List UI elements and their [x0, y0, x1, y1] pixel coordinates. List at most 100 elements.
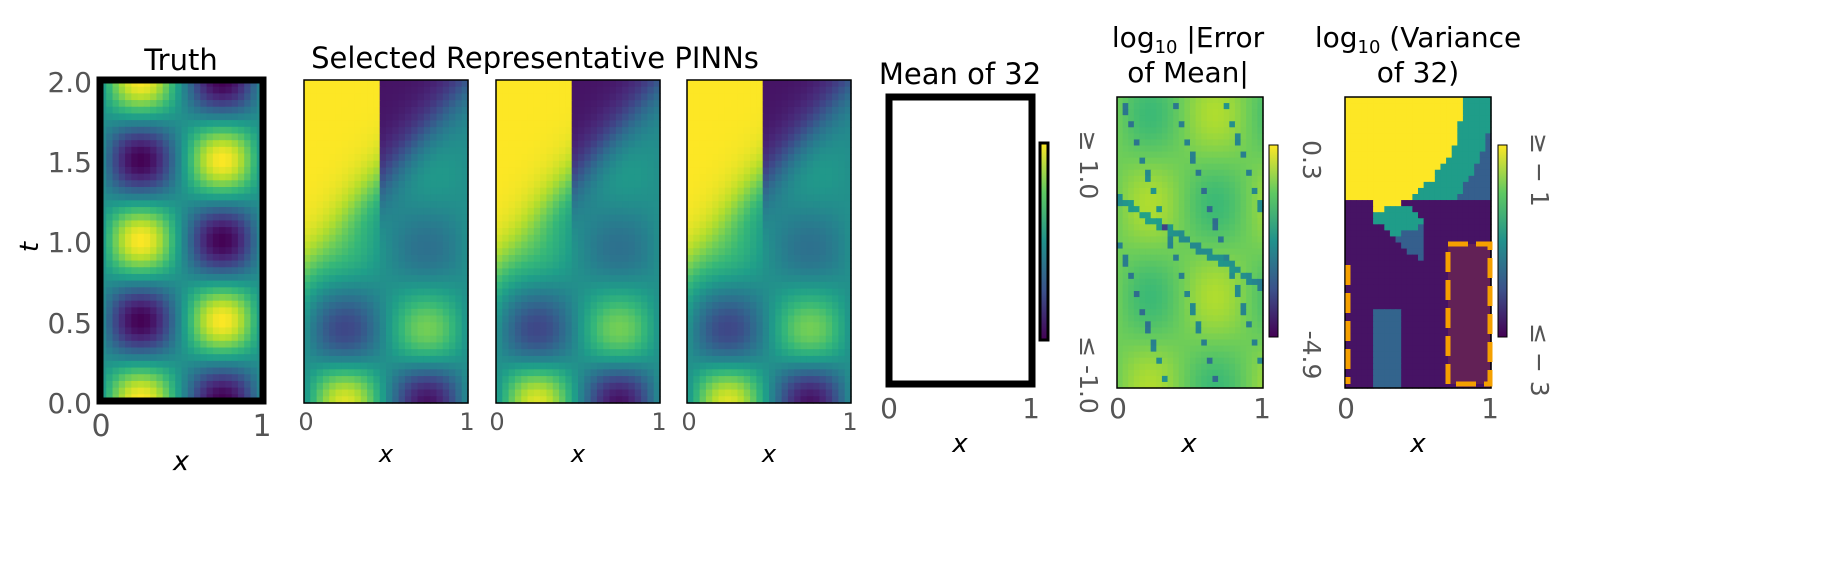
heatmap-cell [335, 221, 343, 229]
heatmap-cell [250, 133, 258, 141]
heatmap-cell [237, 173, 245, 181]
heatmap-cell [590, 382, 598, 391]
heatmap-cell [508, 93, 516, 101]
heatmap-cell [687, 241, 694, 249]
heatmap-cell [693, 207, 701, 216]
heatmap-cell [653, 295, 661, 303]
heatmap-cell [225, 166, 233, 175]
heatmap-cell [112, 193, 120, 201]
heatmap-cell [781, 228, 789, 236]
heatmap-cell [379, 362, 387, 370]
heatmap-cell [225, 300, 233, 308]
heatmap-cell [496, 127, 503, 135]
heatmap-cell [430, 248, 438, 256]
heatmap-cell [844, 248, 852, 256]
heatmap-cell [615, 201, 623, 209]
heatmap-cell [335, 396, 343, 404]
heatmap-cell [590, 174, 598, 182]
heatmap-cell [712, 214, 720, 222]
heatmap-cell [527, 268, 535, 276]
heatmap-cell [813, 180, 821, 189]
heatmap-cell [546, 355, 554, 364]
heatmap-cell [348, 214, 356, 222]
heatmap-cell [398, 180, 406, 189]
heatmap-cell [112, 260, 120, 268]
heatmap-cell [131, 93, 139, 101]
heatmap-cell [533, 120, 541, 128]
heatmap-cell [622, 275, 630, 283]
heatmap-cell [832, 140, 839, 148]
heatmap-cell [552, 335, 560, 344]
heatmap-cell [712, 93, 720, 101]
heatmap-cell [430, 342, 438, 350]
heatmap-cell [527, 180, 535, 189]
heatmap-cell [118, 106, 126, 115]
heatmap-cell [106, 287, 114, 295]
heatmap-cell [181, 247, 189, 255]
heatmap-cell [737, 295, 745, 303]
heatmap-cell [712, 187, 720, 195]
heatmap-cell [641, 396, 648, 404]
heatmap-cell [502, 389, 510, 397]
heatmap-cell [168, 287, 176, 295]
heatmap-cell [693, 382, 701, 391]
heatmap-cell [647, 268, 655, 276]
heatmap-cell [628, 187, 636, 195]
heatmap-cell [813, 254, 821, 263]
heatmap-cell [392, 234, 400, 243]
heatmap-cell [175, 126, 183, 135]
heatmap-cell [731, 154, 739, 162]
heatmap-cell [106, 80, 114, 88]
heatmap-cell [386, 187, 393, 195]
heatmap-cell [540, 302, 548, 310]
heatmap-cell [156, 314, 164, 322]
heatmap-cell [559, 288, 566, 296]
heatmap-cell [329, 228, 337, 236]
heatmap-cell [461, 376, 469, 384]
heatmap-cell [628, 342, 636, 350]
heatmap-cell [411, 288, 419, 296]
heatmap-cell [775, 167, 783, 175]
heatmap-cell [787, 80, 795, 88]
heatmap-cell [112, 100, 120, 108]
heatmap-cell [731, 180, 739, 189]
heatmap-cell [125, 86, 132, 94]
heatmap-cell [449, 127, 456, 135]
heatmap-cell [762, 140, 770, 148]
heatmap-cell [559, 93, 566, 101]
heatmap-cell [508, 160, 516, 169]
heatmap-cell [712, 349, 720, 357]
heatmap-cell [392, 308, 400, 317]
heatmap-cell [718, 261, 726, 270]
heatmap-cell [175, 166, 183, 175]
heatmap-cell [609, 288, 617, 296]
heatmap-cell [540, 86, 548, 95]
heatmap-cell [622, 207, 630, 216]
heatmap-cell [552, 322, 560, 330]
heatmap-cell [533, 376, 541, 384]
heatmap-cell [584, 382, 592, 391]
heatmap-cell [596, 369, 604, 377]
heatmap-cell [832, 228, 839, 236]
heatmap-cell [106, 160, 114, 168]
heatmap-cell [156, 307, 164, 315]
heatmap-cell [206, 220, 214, 228]
heatmap-cell [756, 221, 764, 229]
heatmap-cell [392, 362, 400, 370]
heatmap-cell [404, 241, 412, 249]
heatmap-cell [756, 93, 764, 101]
heatmap-cell [162, 160, 170, 168]
heatmap-cell [442, 275, 450, 283]
heatmap-cell [411, 261, 419, 270]
heatmap-cell [430, 147, 438, 155]
heatmap-cell [750, 133, 757, 142]
heatmap-cell [750, 174, 757, 182]
heatmap-cell [316, 315, 324, 323]
heatmap-cell [335, 315, 343, 323]
heatmap-cell [212, 240, 220, 248]
heatmap-cell [181, 100, 189, 108]
heatmap-cell [838, 328, 846, 337]
heatmap-cell [181, 340, 189, 349]
heatmap-cell [590, 281, 598, 290]
heatmap-cell [436, 328, 444, 337]
